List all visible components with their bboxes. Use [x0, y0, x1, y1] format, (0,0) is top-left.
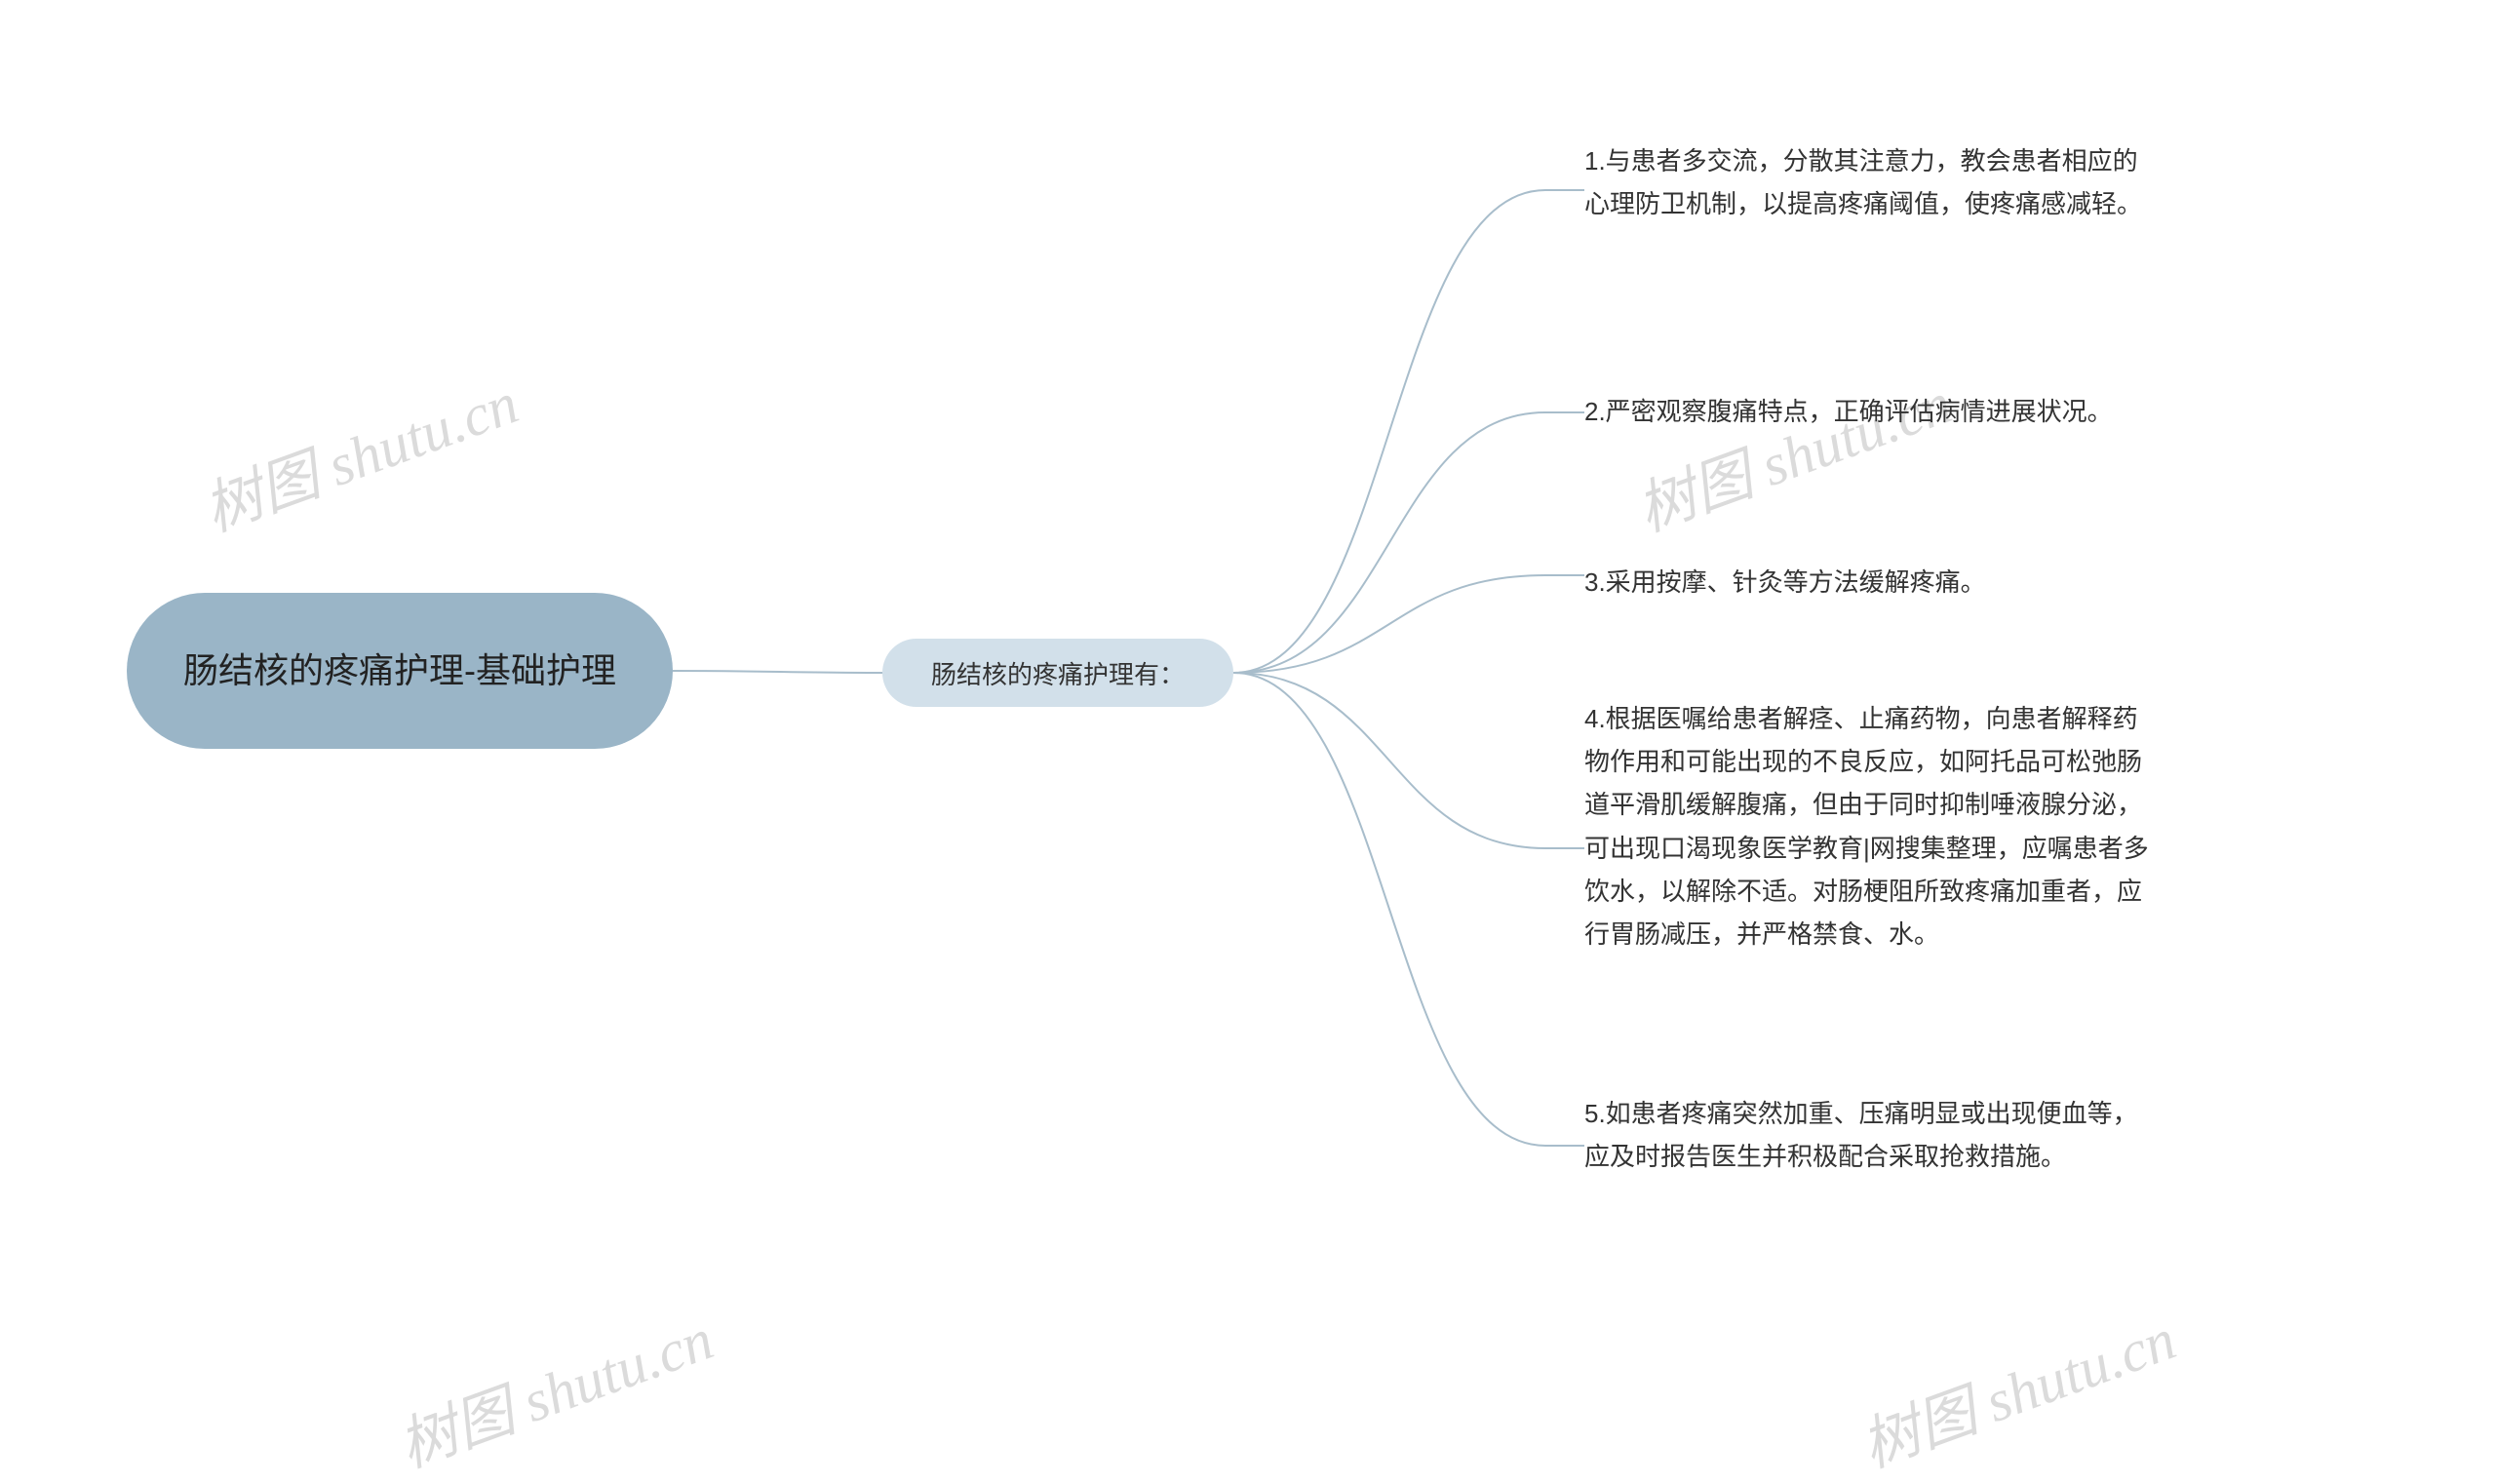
leaf-text: 2.严密观察腹痛特点，正确评估病情进展状况。: [1584, 397, 2113, 426]
watermark: 树图 shutu.cn: [190, 356, 527, 548]
sub-node-text: 肠结核的疼痛护理有：: [931, 655, 1185, 691]
sub-node: 肠结核的疼痛护理有：: [882, 639, 1233, 707]
watermark: 树图 shutu.cn: [385, 1292, 722, 1484]
leaf-text: 5.如患者疼痛突然加重、压痛明显或出现便血等，应及时报告医生并积极配合采取抢救措…: [1584, 1099, 2138, 1171]
leaf-text: 3.采用按摩、针灸等方法缓解疼痛。: [1584, 567, 1986, 597]
leaf-text: 1.与患者多交流，分散其注意力，教会患者相应的心理防卫机制，以提高疼痛阈值，使疼…: [1584, 146, 2142, 218]
leaf-node: 5.如患者疼痛突然加重、压痛明显或出现便血等，应及时报告医生并积极配合采取抢救措…: [1584, 1092, 2150, 1178]
leaf-node: 1.与患者多交流，分散其注意力，教会患者相应的心理防卫机制，以提高疼痛阈值，使疼…: [1584, 139, 2150, 225]
root-node-text: 肠结核的疼痛护理-基础护理: [183, 643, 616, 699]
leaf-node: 3.采用按摩、针灸等方法缓解疼痛。: [1584, 561, 2150, 604]
watermark: 树图 shutu.cn: [1623, 356, 1961, 548]
leaf-node: 4.根据医嘱给患者解痉、止痛药物，向患者解释药物作用和可能出现的不良反应，如阿托…: [1584, 697, 2150, 956]
watermark: 树图 shutu.cn: [1848, 1292, 2185, 1484]
leaf-node: 2.严密观察腹痛特点，正确评估病情进展状况。: [1584, 390, 2150, 433]
root-node: 肠结核的疼痛护理-基础护理: [127, 593, 673, 749]
leaf-text: 4.根据医嘱给患者解痉、止痛药物，向患者解释药物作用和可能出现的不良反应，如阿托…: [1584, 704, 2149, 949]
